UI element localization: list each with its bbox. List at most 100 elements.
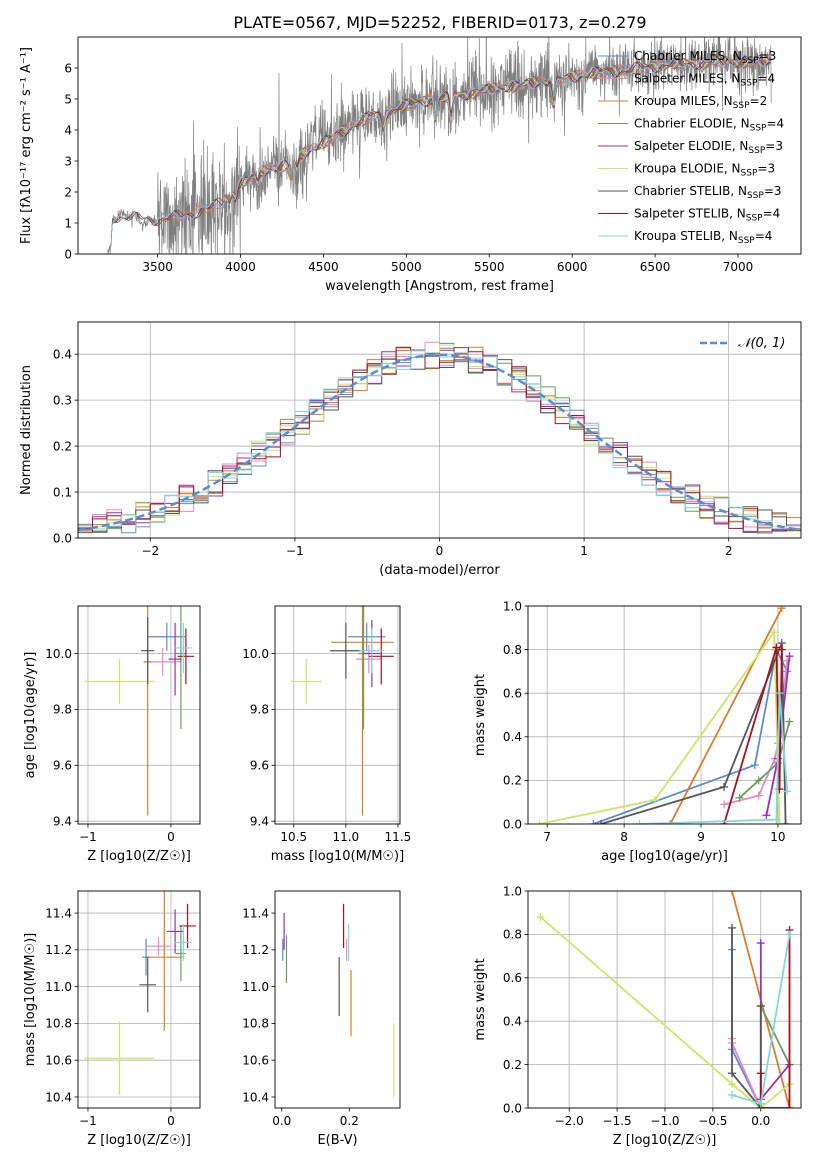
x-tick-label: 7 (543, 830, 551, 844)
series-line (639, 693, 789, 824)
series-line (539, 629, 781, 824)
series-line (600, 642, 787, 824)
x-tick-label: 6000 (557, 260, 588, 274)
errorbar-salpeter-stelib (179, 903, 196, 949)
errorbar-chabrier-elodie (175, 925, 186, 982)
series-kroupa-miles (666, 606, 786, 824)
y-tick-label: 10.0 (242, 647, 269, 661)
x-tick-label: 1 (580, 544, 588, 558)
legend: Chabrier MILES, NSSP=3 Salpeter MILES, NS… (598, 49, 784, 246)
x-tick-label: 0 (167, 830, 175, 844)
figure-title: PLATE=0567, MJD=52252, FIBERID=0173, z=0… (233, 13, 646, 32)
y-axis-label: mass [log10(M/M☉)] (23, 933, 38, 1066)
y-tick-label: 11.4 (242, 906, 269, 920)
x-tick-label: 5000 (391, 260, 422, 274)
y-tick-label: 4 (64, 123, 72, 137)
errorbar-salpeter-elodie (168, 622, 182, 696)
x-tick-label: 0 (436, 544, 444, 558)
model-line-kroupa-stelib (110, 56, 771, 238)
x-axis-label: Z [log10(Z/Z☉)] (87, 1133, 191, 1148)
legend-label: Salpeter MILES, NSSP=4 (634, 72, 775, 89)
y-tick-label: 10.8 (242, 1017, 269, 1031)
axes-frame (527, 605, 802, 825)
errorbar-salpeter-miles (356, 645, 382, 674)
y-tick-label: 0.4 (503, 1015, 522, 1029)
model-line-chabrier-stelib (110, 55, 772, 238)
y-tick-label: 5 (64, 92, 72, 106)
errorbar-chabrier-elodie (175, 606, 186, 729)
x-tick-label: −1.0 (650, 1114, 679, 1128)
axes: 0.0 0.2 10.4 10.6 10.8 11.0 11.2 11.4 E(B-V) (242, 890, 401, 1148)
panel-age-vs-mass: 10.5 11.0 11.5 9.4 9.6 9.8 10.0 mass [log10(M/M… (242, 605, 411, 864)
plot-area (78, 341, 801, 534)
series-chabrier-stelib (597, 639, 790, 824)
x-tick-label: 6500 (640, 260, 671, 274)
errorbar-salpeter-elodie (166, 909, 184, 954)
x-tick-label: −1 (79, 830, 97, 844)
x-axis-label: wavelength [Angstrom, rest frame] (325, 279, 554, 294)
y-tick-label: 9.8 (250, 703, 269, 717)
x-axis-label: E(B-V) (317, 1133, 357, 1148)
y-tick-label: 2 (64, 185, 72, 199)
x-axis-label: Z [log10(Z/Z☉)] (613, 1133, 717, 1148)
x-tick-label: 2 (725, 544, 733, 558)
legend-label: Chabrier MILES, NSSP=3 (634, 49, 776, 66)
x-tick-label: 10.5 (280, 830, 307, 844)
histogram-chabrier-stelib (78, 347, 801, 533)
plot-area (84, 606, 195, 816)
y-axis-label: Normed distribution (19, 365, 34, 495)
axes-frame (274, 605, 401, 825)
series-kroupa-stelib (728, 930, 794, 1108)
axes: 7 8 9 10 0.0 0.2 0.4 0.6 0.8 1.0 age [log10(age/yr… (473, 599, 802, 864)
x-tick-label: 11.0 (332, 830, 359, 844)
y-tick-label: 0.2 (53, 439, 72, 453)
series-chabrier-miles (728, 945, 765, 1108)
y-tick-label: 1.0 (503, 884, 522, 898)
axes-frame (527, 890, 802, 1109)
errorbar-kroupa-stelib (359, 628, 385, 674)
series-line (539, 916, 791, 1108)
errorbar-chabrier-miles (347, 622, 386, 651)
x-tick-label: 4500 (308, 260, 339, 274)
plot-area (107, 37, 772, 254)
errorbar-kroupa-miles (331, 606, 394, 816)
y-tick-label: 0.1 (53, 485, 72, 499)
y-tick-label: 0.8 (503, 928, 522, 942)
y-tick-label: 11.0 (242, 980, 269, 994)
legend-label: Kroupa ELODIE, NSSP=3 (634, 162, 775, 179)
y-tick-label: 9.6 (53, 759, 72, 773)
axes: 10.5 11.0 11.5 9.4 9.6 9.8 10.0 mass [log10(M/M… (242, 605, 411, 864)
x-tick-label: −1.5 (603, 1114, 632, 1128)
plot-area (535, 606, 794, 824)
errorbar-kroupa-elodie (84, 1021, 155, 1096)
x-tick-label: 5500 (474, 260, 505, 274)
y-tick-label: 9.8 (53, 703, 72, 717)
legend-label: Kroupa STELIB, NSSP=4 (634, 229, 772, 246)
errorbar-kroupa-stelib (175, 622, 192, 674)
y-tick-label: 9.4 (53, 815, 72, 829)
y-tick-label: 10.6 (45, 1053, 72, 1067)
series-line (759, 930, 791, 1108)
panel-residuals: −2 −1 0 1 2 0.0 0.1 0.2 0.3 0.4 (data-model)/error… (19, 321, 802, 578)
axes: −2.0 −1.5 −1.0 −0.5 0.0 0.0 0.2 0.4 0.6 0.8 1.0 Z [… (473, 884, 802, 1148)
x-tick-label: 0.2 (340, 1114, 359, 1128)
y-tick-label: 0.8 (503, 643, 522, 657)
y-tick-label: 0.0 (53, 531, 72, 545)
y-tick-label: 10.4 (45, 1090, 72, 1104)
y-tick-label: 11.2 (45, 943, 72, 957)
histogram-salpeter-stelib (78, 347, 801, 533)
x-tick-label: 0 (167, 1114, 175, 1128)
y-axis-label: Flux [fλ10⁻¹⁷ erg cm⁻² s⁻¹ A⁻¹] (19, 47, 34, 244)
series-line (731, 949, 762, 1108)
x-tick-label: −1 (286, 544, 304, 558)
plot-area (282, 903, 395, 1097)
panel-age-vs-Z: −1 0 9.4 9.6 9.8 10.0 Z [log10(Z/Z☉)] age [log1… (23, 605, 201, 864)
panel-spectrum: 3500 4000 4500 5000 5500 6000 6500 7000 0 1 2 3 4 5 6 w… (19, 36, 802, 294)
y-tick-label: 9.4 (250, 815, 269, 829)
x-tick-label: 7000 (723, 260, 754, 274)
axes: −1 0 10.4 10.6 10.8 11.0 11.2 11.4 Z [log10(Z/Z☉… (23, 890, 201, 1148)
x-tick-label: 3500 (142, 260, 173, 274)
errorbar-chabrier-stelib (330, 622, 362, 679)
y-tick-label: 11.0 (45, 980, 72, 994)
